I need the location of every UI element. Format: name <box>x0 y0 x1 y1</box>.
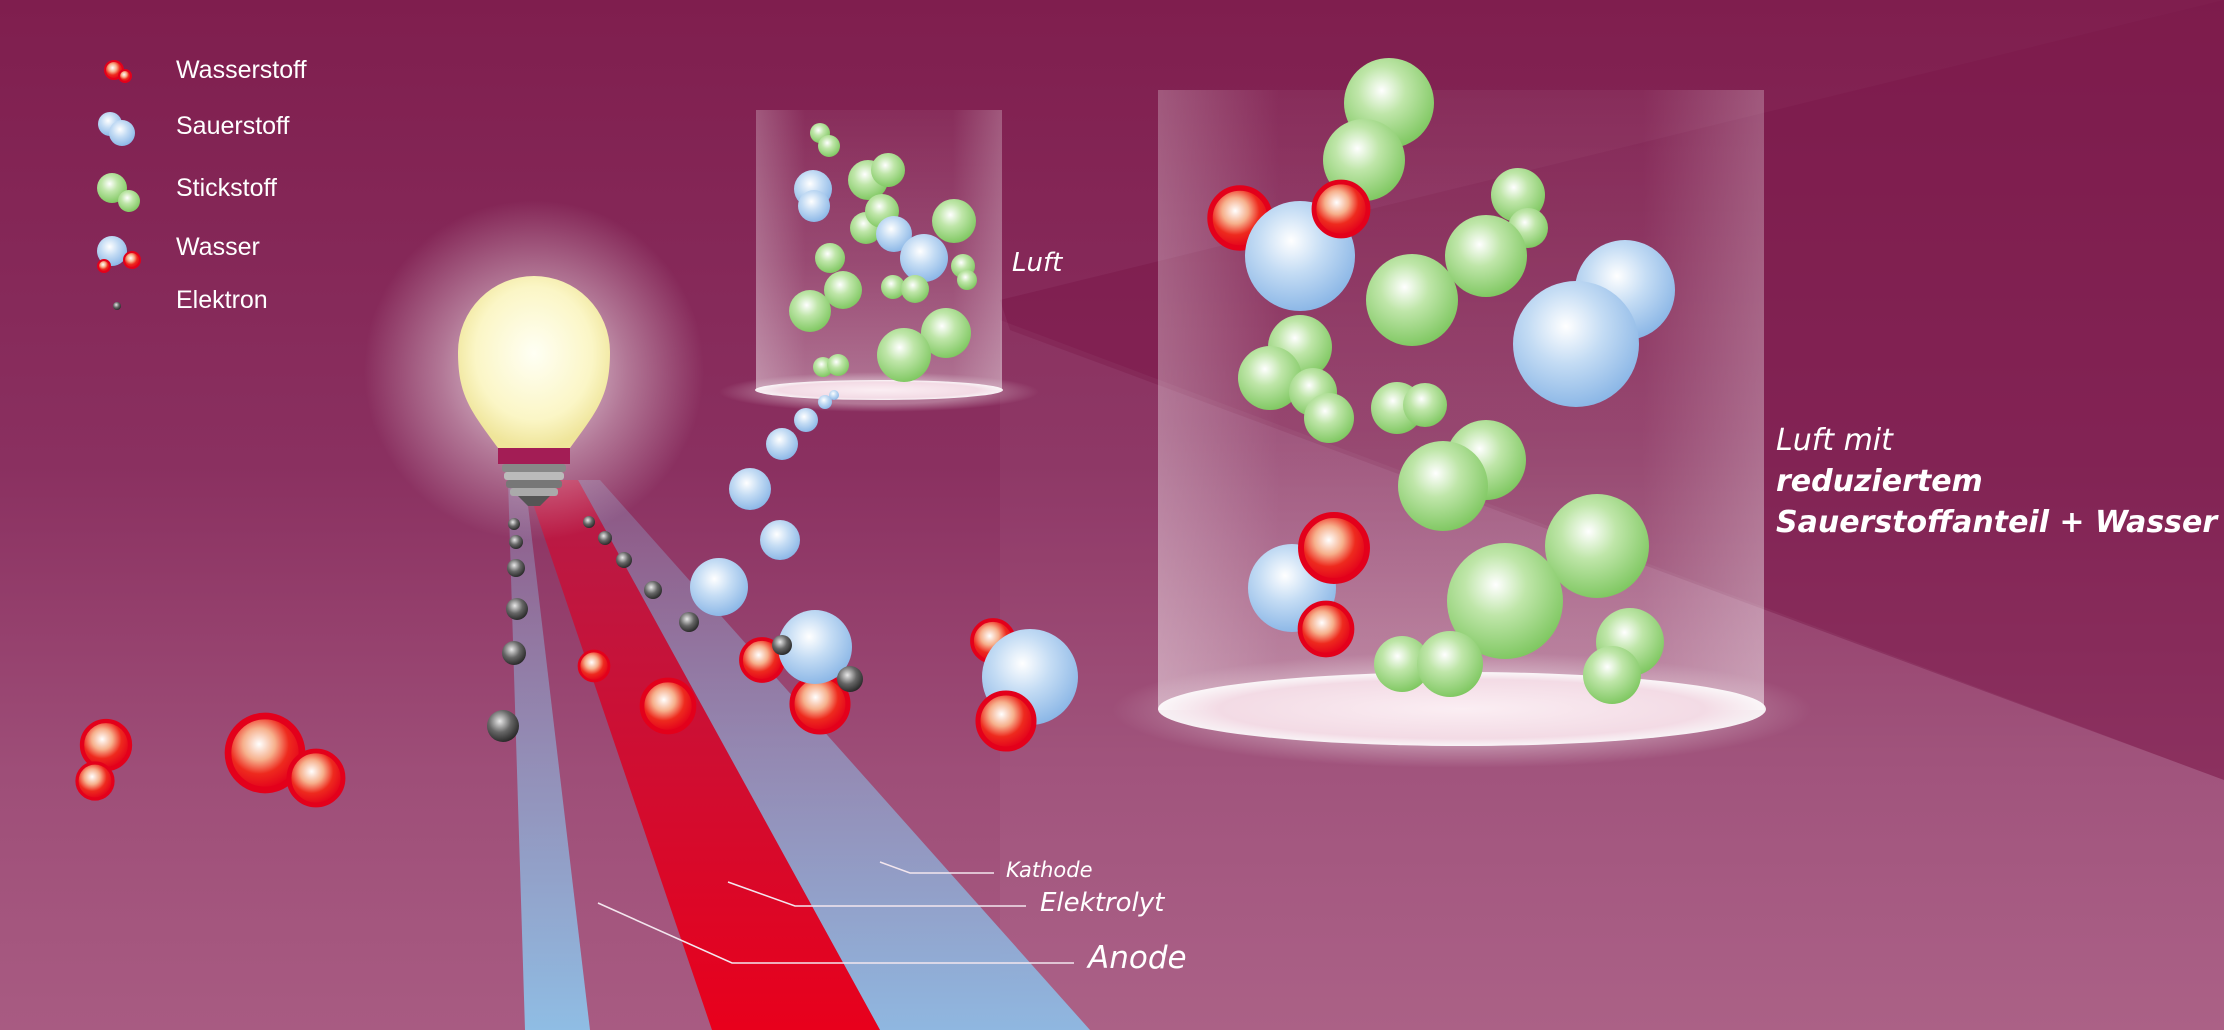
electron <box>508 518 520 530</box>
legend-label-sauerstoff: Sauerstoff <box>176 112 290 140</box>
nitrogen-molecule-icon <box>97 173 140 212</box>
label-luft: Luft <box>1012 248 1063 278</box>
electron <box>772 635 792 655</box>
nitrogen-atom <box>932 199 976 243</box>
kathode-leader <box>879 861 994 874</box>
molecules <box>75 58 1675 808</box>
air-cylinder <box>719 110 1039 412</box>
oxygen-atom <box>690 558 748 616</box>
hydrogen-atom <box>79 718 133 772</box>
oxygen-molecule-icon <box>98 112 135 146</box>
nitrogen-atom <box>1445 215 1527 297</box>
electron <box>644 581 662 599</box>
nitrogen-atom <box>1398 441 1488 531</box>
light-bulb <box>364 200 704 540</box>
label-elektrolyt: Elektrolyt <box>1040 888 1165 918</box>
nitrogen-atom <box>815 243 845 273</box>
label-reduced-air: Luft mit reduziertem Sauerstoffanteil + … <box>1776 420 2217 543</box>
cathode-band <box>578 480 1090 1030</box>
legend-label-wasser: Wasser <box>176 233 260 261</box>
hydrogen-atom <box>75 761 115 801</box>
electron <box>113 302 121 310</box>
nitrogen-atom <box>871 153 905 187</box>
hydrogen-atom <box>639 677 697 735</box>
nitrogen-atom <box>118 190 140 212</box>
electron <box>506 598 528 620</box>
electron <box>487 710 519 742</box>
leader-lines <box>597 861 1074 964</box>
electron-icon <box>113 302 121 310</box>
electron <box>679 612 699 632</box>
nitrogen-atom <box>827 354 849 376</box>
label-reduced-line1: Luft mit <box>1776 423 1893 458</box>
nitrogen-atom <box>1366 254 1458 346</box>
hydrogen-atom <box>1311 179 1371 239</box>
hydrogen-atom <box>118 69 132 83</box>
elektrolyt-leader <box>727 881 1026 907</box>
oxygen-atom <box>729 468 771 510</box>
electron <box>509 535 523 549</box>
oxygen-atom <box>818 395 832 409</box>
electron <box>502 641 526 665</box>
nitrogen-atom <box>901 275 929 303</box>
label-reduced-line2: reduziertem <box>1776 464 1983 499</box>
oxygen-atom <box>876 216 912 252</box>
oxygen-atom <box>778 610 852 684</box>
electron <box>583 516 595 528</box>
label-kathode: Kathode <box>1006 858 1093 882</box>
label-anode: Anode <box>1088 940 1187 976</box>
legend-label-wasserstoff: Wasserstoff <box>176 56 307 84</box>
nitrogen-atom <box>881 275 905 299</box>
legend-label-elektron: Elektron <box>176 286 268 314</box>
nitrogen-atom <box>921 308 971 358</box>
nitrogen-atom <box>1417 631 1483 697</box>
nitrogen-atom <box>1545 494 1649 598</box>
label-reduced-line3: Sauerstoffanteil + Wasser <box>1776 505 2218 540</box>
legend-label-stickstoff: Stickstoff <box>176 174 277 202</box>
hydrogen-atom <box>286 748 346 808</box>
nitrogen-atom <box>1238 346 1302 410</box>
nitrogen-atom <box>1403 383 1447 427</box>
hydrogen-atom <box>1298 512 1370 584</box>
electron <box>616 552 632 568</box>
electron <box>598 531 612 545</box>
electrolyte-band <box>525 480 880 1030</box>
nitrogen-atom <box>1447 543 1563 659</box>
hydrogen-atom <box>577 649 611 683</box>
oxygen-atom <box>794 408 818 432</box>
oxygen-atom <box>1513 281 1639 407</box>
nitrogen-atom <box>789 290 831 332</box>
water-molecule-icon <box>97 236 141 273</box>
nitrogen-atom <box>1583 646 1641 704</box>
electron <box>507 559 525 577</box>
nitrogen-atom <box>957 270 977 290</box>
legend-icons <box>97 60 141 310</box>
oxygen-atom <box>760 520 800 560</box>
oxygen-atom <box>900 234 948 282</box>
anode-leader <box>597 902 1074 964</box>
hydrogen-atom <box>123 251 141 269</box>
hydrogen-molecule-icon <box>104 60 132 83</box>
fuel-cell-bands <box>508 480 1090 1030</box>
nitrogen-atom <box>1374 636 1430 692</box>
anode-band <box>508 480 590 1030</box>
oxygen-atom <box>109 120 135 146</box>
hydrogen-atom <box>97 259 111 273</box>
nitrogen-atom <box>1304 393 1354 443</box>
oxygen-atom <box>97 236 127 266</box>
oxygen-atom <box>829 390 839 400</box>
oxygen-atom <box>766 428 798 460</box>
electron <box>837 666 863 692</box>
hydrogen-atom <box>975 690 1037 752</box>
oxygen-atom <box>798 190 830 222</box>
nitrogen-atom <box>818 135 840 157</box>
nitrogen-atom <box>824 271 862 309</box>
nitrogen-atom <box>877 328 931 382</box>
hydrogen-atom <box>1297 600 1355 658</box>
